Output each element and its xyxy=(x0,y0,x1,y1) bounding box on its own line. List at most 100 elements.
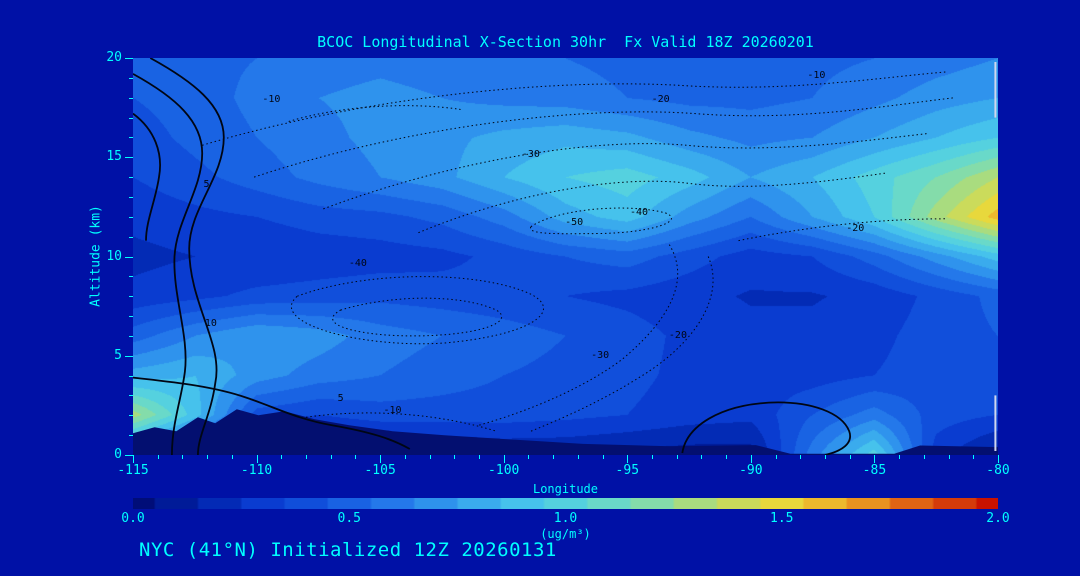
x-tick-label: -85 xyxy=(862,463,887,478)
y-tick-mark xyxy=(129,276,133,278)
dotted-contour-line xyxy=(530,256,714,432)
solid-contour-line xyxy=(681,401,851,455)
y-tick-mark xyxy=(129,177,133,179)
x-tick-mark xyxy=(503,455,505,463)
y-tick-label: 20 xyxy=(106,50,122,65)
x-tick-mark xyxy=(726,455,728,459)
chart-title: BCOC Longitudinal X-Section 30hr Fx Vali… xyxy=(317,33,814,51)
solid-contour-line xyxy=(149,58,225,455)
contour-label: -30 xyxy=(521,149,540,161)
x-tick-mark xyxy=(676,455,678,459)
x-axis-ticks xyxy=(133,455,999,463)
y-tick-mark xyxy=(125,157,133,159)
colorbar-unit-label: (ug/m³) xyxy=(540,527,591,541)
contour-label: -40 xyxy=(348,258,367,270)
x-tick-mark xyxy=(479,455,480,459)
contour-label: -20 xyxy=(651,93,670,105)
x-tick-mark xyxy=(207,455,209,459)
y-axis-tick-labels: 0 5 10 15 20 xyxy=(0,50,122,462)
contour-label: -30 xyxy=(591,349,610,361)
y-tick-mark xyxy=(129,375,133,377)
y-axis-ticks xyxy=(125,58,133,456)
x-tick-mark xyxy=(800,455,802,459)
x-tick-mark xyxy=(973,455,975,459)
solid-contour-line xyxy=(133,112,161,241)
x-tick-mark xyxy=(874,455,876,463)
dotted-contour-line xyxy=(323,132,929,210)
x-tick-label: -115 xyxy=(117,463,149,478)
x-tick-mark xyxy=(849,455,851,459)
x-tick-mark xyxy=(380,455,382,463)
y-tick-mark xyxy=(129,415,133,417)
x-tick-mark xyxy=(256,455,258,463)
x-tick-mark xyxy=(775,455,777,459)
x-tick-mark xyxy=(528,455,530,459)
contour-label: -10 xyxy=(807,69,826,81)
x-tick-label: -105 xyxy=(364,463,396,478)
x-tick-mark xyxy=(577,455,579,459)
y-tick-label: 10 xyxy=(106,248,122,264)
y-tick-mark xyxy=(129,236,133,238)
x-tick-mark xyxy=(231,455,233,459)
y-tick-mark xyxy=(129,216,133,218)
x-tick-mark xyxy=(627,455,629,463)
contour-label: -10 xyxy=(383,405,402,417)
x-axis-label: Longitude xyxy=(532,482,599,496)
x-tick-mark xyxy=(750,455,752,463)
y-tick-label: 5 xyxy=(114,347,122,363)
x-tick-mark xyxy=(157,455,159,459)
solid-contour-line xyxy=(133,73,204,455)
y-tick-mark xyxy=(129,137,133,139)
contour-label: -10 xyxy=(262,93,281,105)
x-tick-label: -95 xyxy=(615,463,640,478)
heatmap-canvas xyxy=(133,58,998,455)
contour-label: -40 xyxy=(629,206,649,218)
y-tick-mark xyxy=(125,58,133,59)
y-tick-mark xyxy=(129,395,133,397)
y-tick-mark xyxy=(125,355,133,357)
dotted-contour-line xyxy=(478,244,679,426)
x-tick-mark xyxy=(998,455,999,463)
x-tick-mark xyxy=(429,455,431,459)
y-tick-mark xyxy=(125,256,133,258)
colorbar-canvas xyxy=(133,498,998,509)
x-tick-mark xyxy=(948,455,950,459)
plot-area: -10 -20 -10 -30 -40 -50 -20 5 10 -40 -30 -20 5 -10 xyxy=(133,58,998,455)
x-tick-label: -80 xyxy=(986,463,1010,478)
contour-label: 5 xyxy=(337,393,344,405)
dotted-contour-line xyxy=(202,71,947,146)
colorbar-tick-label: 0.0 xyxy=(121,511,145,526)
x-tick-label: -110 xyxy=(240,463,273,478)
dotted-contour-line xyxy=(253,97,955,178)
contour-label: -20 xyxy=(668,329,687,341)
y-tick-mark xyxy=(125,455,133,456)
colorbar-tick-label: 0.5 xyxy=(337,511,361,526)
x-tick-mark xyxy=(553,455,555,459)
contour-label: -50 xyxy=(565,216,584,228)
x-tick-mark xyxy=(701,455,703,459)
x-tick-label: -100 xyxy=(488,463,520,478)
contour-labels: -10 -20 -10 -30 -40 -50 -20 5 10 -40 -30 -20 5 -10 xyxy=(133,58,998,455)
dotted-contour-line xyxy=(290,276,544,345)
colorbar-tick-label: 2.0 xyxy=(986,511,1010,526)
solid-contour-line xyxy=(133,376,411,450)
caption: NYC (41°N) Initialized 12Z 20260131 xyxy=(139,539,557,561)
y-tick-mark xyxy=(129,77,133,79)
y-tick-mark xyxy=(129,316,133,318)
x-tick-mark xyxy=(602,455,604,459)
x-axis-tick-labels: -115 -110 -105 -100 -95 -90 -85 -80 xyxy=(117,463,1009,480)
terrain-silhouette xyxy=(133,409,998,455)
dotted-contour-line xyxy=(288,105,462,122)
x-tick-mark xyxy=(182,455,184,459)
contour-label: 10 xyxy=(204,317,217,329)
x-tick-mark xyxy=(454,455,456,459)
y-tick-label: 15 xyxy=(106,149,122,165)
y-tick-mark xyxy=(129,335,133,337)
dotted-contour-line xyxy=(305,412,497,432)
x-tick-mark xyxy=(899,455,901,459)
y-tick-mark xyxy=(129,435,133,437)
y-tick-mark xyxy=(129,296,133,298)
y-tick-mark xyxy=(129,97,133,99)
x-tick-mark xyxy=(133,455,134,463)
